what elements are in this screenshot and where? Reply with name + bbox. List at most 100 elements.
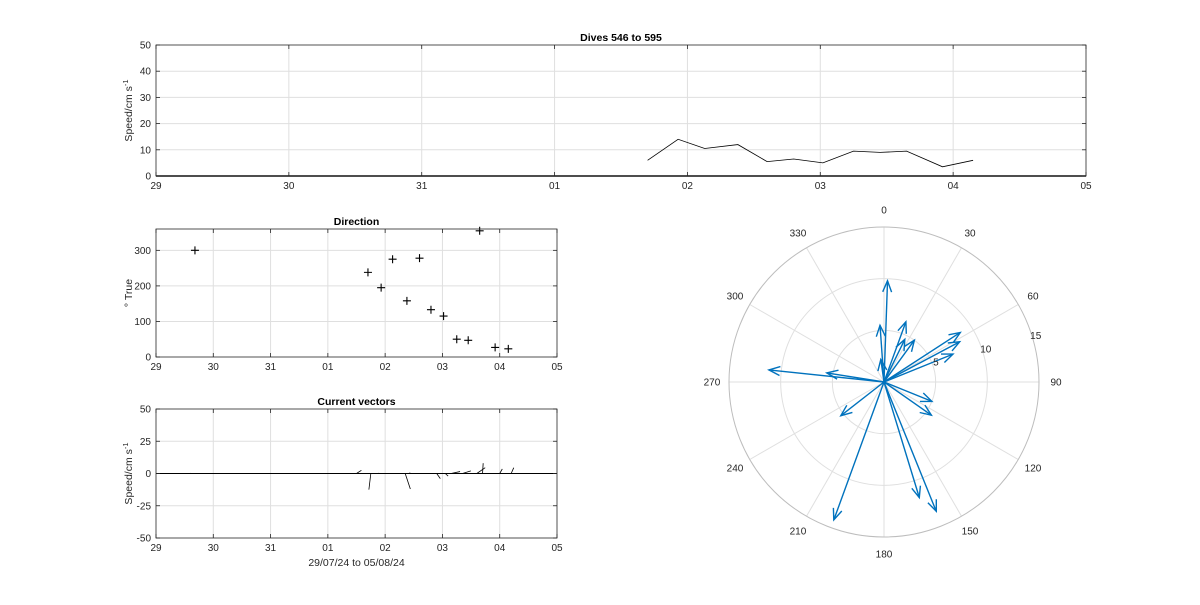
polar-vector-shaft bbox=[840, 381, 885, 417]
current-vector bbox=[499, 468, 503, 474]
x-tick-label: 04 bbox=[494, 543, 506, 554]
polar-radius-label: 5 bbox=[933, 358, 939, 369]
y-tick-label: 50 bbox=[140, 405, 152, 416]
x-tick-label: 04 bbox=[948, 181, 960, 192]
x-tick-label: 01 bbox=[322, 362, 334, 373]
polar-vector-arrowhead bbox=[941, 353, 955, 364]
x-tick-label: 30 bbox=[208, 362, 220, 373]
x-tick-label: 30 bbox=[208, 543, 220, 554]
polar-angle-label: 300 bbox=[727, 291, 744, 302]
current-vectors-title: Current vectors bbox=[317, 396, 395, 408]
speed-chart-ylabel: Speed/cm s-1 bbox=[121, 79, 135, 141]
polar-vector-arrowhead bbox=[877, 357, 888, 372]
direction-point bbox=[415, 254, 424, 263]
current-vectors-chart: 29 30 31 01 02 03 04 05 -50 -25 0 25 50 Current vect… bbox=[121, 396, 563, 569]
y-tick-label: 20 bbox=[140, 119, 152, 130]
y-tick-label: -50 bbox=[137, 534, 152, 545]
polar-vector-arrowhead bbox=[767, 365, 781, 377]
polar-vector-shaft bbox=[826, 372, 885, 383]
polar-ring bbox=[831, 329, 937, 435]
direction-point bbox=[452, 335, 461, 344]
polar-vector-arrowhead bbox=[882, 278, 893, 293]
x-tick-label: 31 bbox=[265, 362, 277, 373]
direction-chart-title: Direction bbox=[334, 216, 380, 228]
polar-vector-shaft bbox=[883, 339, 915, 383]
polar-vector-arrowhead bbox=[919, 404, 933, 417]
polar-vector-shaft bbox=[883, 338, 906, 383]
y-tick-label: 25 bbox=[140, 437, 152, 448]
polar-angle-label: 210 bbox=[790, 526, 807, 537]
direction-chart-ylabel: ° True bbox=[123, 279, 135, 307]
x-tick-label: 31 bbox=[416, 181, 428, 192]
polar-ring bbox=[780, 278, 988, 486]
y-tick-label: 40 bbox=[140, 67, 152, 78]
y-tick-label: 100 bbox=[134, 317, 151, 328]
y-tick-label: 0 bbox=[145, 172, 151, 183]
polar-vector-arrowhead bbox=[903, 338, 916, 352]
polar-angle-label: 270 bbox=[704, 378, 721, 389]
y-tick-label: 0 bbox=[145, 353, 151, 364]
polar-vector-arrowhead bbox=[948, 331, 962, 343]
speed-series-line bbox=[647, 138, 974, 168]
polar-spoke bbox=[749, 381, 885, 460]
polar-vector-shaft bbox=[883, 381, 932, 416]
polar-vector-shaft bbox=[879, 325, 885, 383]
polar-angle-label: 60 bbox=[1027, 291, 1039, 302]
x-tick-label: 02 bbox=[380, 362, 392, 373]
speed-chart: 29 30 31 01 02 03 04 05 0 10 20 30 40 50 Dives 546 to… bbox=[121, 32, 1092, 192]
direction-point bbox=[464, 336, 473, 345]
y-tick-label: 0 bbox=[145, 469, 151, 480]
polar-vector-shaft bbox=[883, 353, 954, 383]
x-tick-label: 29 bbox=[150, 181, 162, 192]
polar-radius-label: 15 bbox=[1030, 331, 1042, 342]
polar-angle-label: 150 bbox=[962, 526, 979, 537]
current-vectors-marks bbox=[156, 463, 557, 490]
current-vector bbox=[445, 473, 449, 477]
polar-vector-arrowhead bbox=[927, 499, 937, 514]
x-tick-label: 29 bbox=[150, 543, 162, 554]
polar-vector-arrowhead bbox=[824, 369, 839, 380]
current-vector bbox=[510, 467, 515, 474]
polar-vector-arrowhead bbox=[839, 404, 853, 417]
x-tick-label: 02 bbox=[682, 181, 694, 192]
current-vector bbox=[476, 467, 486, 474]
current-vectors-ylabel-text: Speed/cm s bbox=[123, 449, 135, 504]
current-vectors-ylabel: Speed/cm s-1 bbox=[121, 442, 135, 504]
current-vector bbox=[356, 469, 362, 474]
x-tick-label: 05 bbox=[551, 362, 563, 373]
x-tick-label: 01 bbox=[549, 181, 561, 192]
direction-point bbox=[426, 305, 435, 314]
y-tick-label: 10 bbox=[140, 145, 152, 156]
polar-vector-shaft bbox=[833, 381, 885, 521]
speed-chart-ylabel-text: Speed/cm s bbox=[123, 86, 135, 141]
polar-vector-shaft bbox=[883, 381, 933, 403]
direction-point bbox=[504, 344, 513, 353]
polar-vector-shaft bbox=[883, 331, 961, 383]
polar-angle-label: 180 bbox=[876, 550, 893, 561]
polar-ring bbox=[728, 226, 1040, 538]
polar-spoke bbox=[806, 247, 885, 383]
direction-point bbox=[475, 226, 484, 235]
current-vector bbox=[368, 473, 372, 490]
polar-vector-arrowhead bbox=[911, 485, 922, 500]
polar-vector-shaft bbox=[883, 321, 907, 383]
direction-chart: 29 30 31 01 02 03 04 05 0 100 200 300 Direction ° T… bbox=[123, 216, 563, 373]
y-tick-label: 300 bbox=[134, 246, 151, 257]
polar-angle-label: 240 bbox=[727, 464, 744, 475]
polar-vector-arrowhead bbox=[919, 392, 934, 403]
direction-chart-frame bbox=[155, 228, 558, 358]
polar-vector-arrowhead bbox=[897, 320, 907, 334]
direction-chart-grid bbox=[156, 229, 557, 357]
current-vector bbox=[482, 463, 484, 474]
polar-compass-ticks: 0 30 60 90 120 150 180 210 240 270 300 330 5 10 15 bbox=[704, 205, 1062, 560]
polar-spoke bbox=[883, 247, 962, 383]
polar-compass-chart: 0 30 60 90 120 150 180 210 240 270 300 330 5 10 15 bbox=[704, 205, 1062, 560]
polar-compass-marks bbox=[767, 278, 962, 522]
x-tick-label: 04 bbox=[494, 362, 506, 373]
polar-vector-arrowhead bbox=[947, 340, 962, 352]
current-vectors-xlabel: 29/07/24 to 05/08/24 bbox=[308, 557, 404, 569]
direction-point bbox=[190, 246, 199, 255]
speed-chart-frame bbox=[155, 44, 1087, 177]
y-tick-label: 30 bbox=[140, 93, 152, 104]
